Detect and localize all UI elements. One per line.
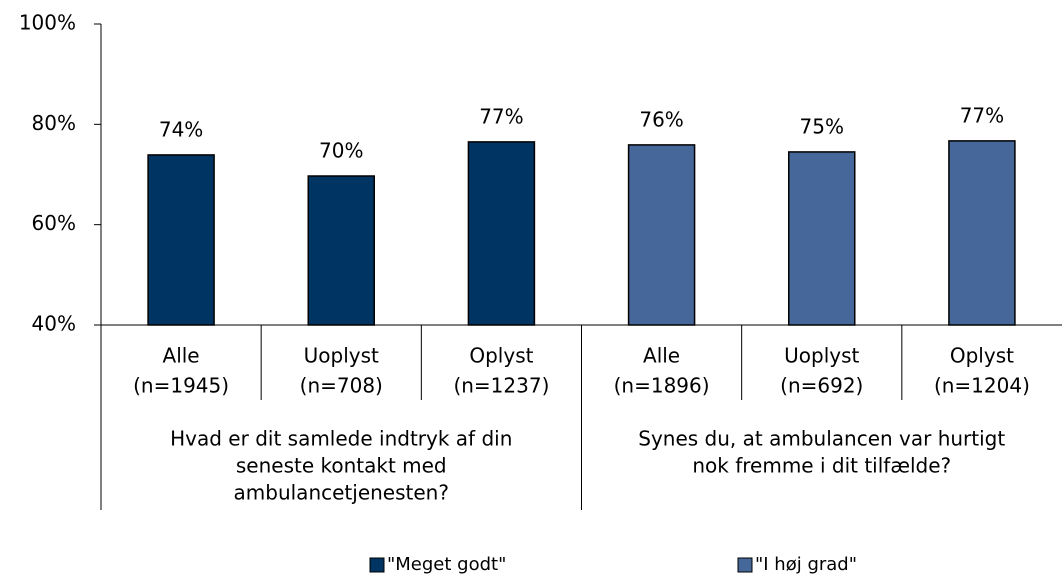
group-label: seneste kontakt med [236,454,447,478]
group-label: Synes du, at ambulancen var hurtigt [638,427,1005,451]
legend-swatch [369,557,385,573]
legend-label: "I høj grad" [755,554,857,574]
x-tick-label: Alle [163,344,200,368]
group-label: Hvad er dit samlede indtryk af din [170,427,512,451]
y-tick-label: 60% [32,211,76,235]
value-label: 70% [319,139,363,163]
x-tick-label: (n=1237) [453,374,549,398]
value-label: 76% [639,107,683,131]
x-tick-label: Oplyst [950,344,1014,368]
bar [948,140,1016,326]
x-tick-label: (n=692) [780,374,863,398]
y-tick-label: 100% [19,11,76,35]
x-tick-label: Alle [643,344,680,368]
x-tick-label: (n=708) [300,374,383,398]
value-label: 77% [479,104,523,128]
x-tick-label: (n=1896) [614,374,710,398]
group-label: nok fremme i dit tilfælde? [692,454,951,478]
bar [147,154,215,326]
bar [627,144,696,326]
x-tick-label: (n=1945) [133,374,229,398]
bar [307,175,375,326]
y-tick-label: 40% [32,312,76,336]
group-label: ambulancetjenesten? [234,481,449,505]
value-label: 75% [800,114,844,138]
bar [467,141,536,326]
x-tick-label: Uoplyst [304,344,379,368]
x-tick-label: (n=1204) [934,374,1030,398]
legend-label: "Meget godt" [387,554,506,574]
y-tick-label: 80% [32,111,76,135]
value-label: 77% [960,103,1004,127]
bar [788,151,856,326]
x-tick-label: Uoplyst [784,344,859,368]
x-tick-label: Oplyst [469,344,533,368]
value-label: 74% [159,117,203,141]
legend-swatch [737,557,753,573]
